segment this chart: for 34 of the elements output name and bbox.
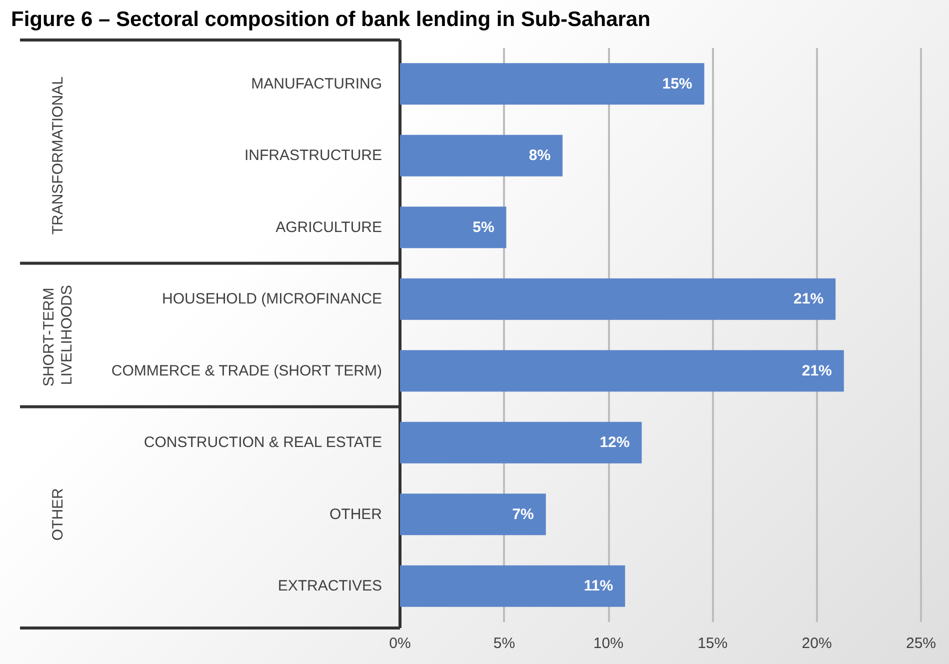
y-tick-label: OTHER (330, 506, 382, 523)
data-label: 7% (512, 506, 534, 523)
text: TRANSFORMATIONAL (50, 76, 66, 235)
chart-title: Figure 6 – Sectoral composition of bank lending in Sub-Saharan (11, 8, 650, 31)
y-tick-label: CONSTRUCTION & REAL ESTATE (144, 434, 382, 452)
bar (400, 494, 546, 536)
y-tick-label: COMMERCE & TRADE (SHORT TERM) (111, 362, 382, 380)
y-tick-label: MANUFACTURING (251, 75, 382, 92)
bar (400, 206, 506, 248)
y-tick-label: AGRICULTURE (276, 218, 382, 236)
bar (400, 422, 642, 464)
data-label: 8% (528, 147, 551, 164)
x-tick-label: 0% (389, 635, 411, 652)
data-label: 12% (600, 434, 630, 452)
x-tick-label: 25% (906, 635, 936, 652)
data-label: 5% (472, 218, 494, 236)
bar (400, 134, 563, 176)
bar (400, 63, 704, 105)
data-label: 21% (794, 290, 824, 308)
bar (400, 278, 836, 320)
data-label: 15% (662, 75, 692, 92)
text: SHORT-TERM LIVELIHOODS (40, 283, 76, 387)
x-tick-label: 20% (802, 635, 832, 652)
y-tick-label: HOUSEHOLD (MICROFINANCE (162, 290, 382, 308)
x-tick-label: 10% (593, 635, 624, 652)
text: OTHER (50, 488, 66, 541)
x-tick-label: 15% (698, 635, 728, 652)
bar (400, 350, 844, 392)
x-tick-label: 5% (493, 635, 516, 652)
data-label: 21% (802, 362, 832, 380)
y-tick-label: INFRASTRUCTURE (244, 147, 382, 164)
bar (400, 565, 626, 607)
y-tick-label: EXTRACTIVES (278, 578, 382, 595)
data-label: 11% (584, 578, 614, 595)
